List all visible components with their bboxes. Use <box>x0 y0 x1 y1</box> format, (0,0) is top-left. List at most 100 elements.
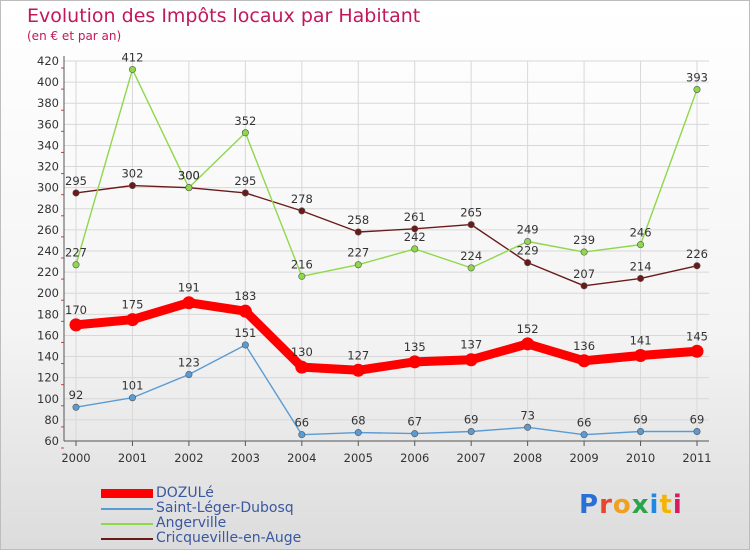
series-0-point-9 <box>580 282 588 290</box>
legend-item-2: Angerville <box>101 516 301 531</box>
x-tick-label-3: 2003 <box>231 451 260 465</box>
series-3-label-11: 145 <box>686 329 708 343</box>
x-tick-label-8: 2008 <box>513 451 542 465</box>
legend-label-1: Saint-Léger-Dubosq <box>156 500 294 516</box>
series-2-label-3: 151 <box>234 326 256 340</box>
y-tick-label-2: 100 <box>37 392 59 406</box>
series-3-point-6 <box>408 355 422 369</box>
series-0-point-8 <box>524 259 532 267</box>
x-tick-label-10: 2010 <box>626 451 655 465</box>
series-1-point-8 <box>524 238 532 246</box>
y-tick-label-13: 320 <box>37 160 59 174</box>
series-0-label-0: 295 <box>65 174 87 188</box>
series-3-point-11 <box>690 344 704 358</box>
series-3-label-2: 191 <box>178 281 200 295</box>
logo-letter-3: x <box>631 490 650 520</box>
legend-label-0: DOZULé <box>156 485 214 501</box>
series-1-point-7 <box>467 264 475 272</box>
series-2-point-6 <box>411 430 419 438</box>
series-1-line <box>75 68 698 278</box>
series-2-point-4 <box>298 431 306 439</box>
y-tick-label-15: 360 <box>37 117 59 131</box>
series-2-line <box>75 344 698 436</box>
x-tick-label-0: 2000 <box>61 451 90 465</box>
legend-swatch-3 <box>101 537 153 540</box>
x-tick-label-11: 2011 <box>682 451 711 465</box>
series-1-point-4 <box>298 272 306 280</box>
series-0-point-1 <box>128 182 136 190</box>
logo-letter-5: t <box>659 490 673 520</box>
chart-title: Evolution des Impôts locaux par Habitant <box>27 5 421 27</box>
series-1-label-6: 242 <box>404 230 426 244</box>
series-1-label-11: 393 <box>686 71 708 85</box>
y-tick-label-14: 340 <box>37 138 59 152</box>
series-0-point-5 <box>354 228 362 236</box>
series-3-point-10 <box>634 349 648 362</box>
series-3-label-7: 137 <box>460 338 482 352</box>
y-tick-label-1: 80 <box>44 413 59 427</box>
grid-lines <box>64 60 709 442</box>
logo-letter-6: i <box>672 490 683 520</box>
y-tick-label-11: 280 <box>37 202 59 216</box>
legend-swatch-1 <box>101 507 153 510</box>
series-1-point-10 <box>637 241 645 249</box>
series-3-point-4 <box>295 360 309 374</box>
series-1-label-5: 227 <box>347 246 369 260</box>
legend-item-0: DOZULé <box>101 486 301 501</box>
x-tick-label-1: 2001 <box>118 451 147 465</box>
series-0-label-3: 295 <box>234 174 256 188</box>
series-2-point-8 <box>524 423 532 431</box>
series-2-label-6: 67 <box>407 415 422 429</box>
series-3-point-3 <box>238 304 252 318</box>
data-labels: 295 302 300 295 278 258 261 265 229 207 214 226 227 4… <box>65 50 708 429</box>
axes: 60 80 100 120 140 160 180 200 220 240 260 280 300 320… <box>37 54 712 465</box>
series-0-label-8: 229 <box>517 244 539 258</box>
y-tick-label-18: 420 <box>37 54 59 68</box>
series-3-point-9 <box>577 354 591 368</box>
series-2-label-4: 66 <box>294 416 309 430</box>
series-2-point-5 <box>354 429 362 437</box>
series-0-label-10: 214 <box>630 259 652 273</box>
chart-subtitle: (en € et par an) <box>27 29 122 43</box>
series-3-label-6: 135 <box>404 340 426 354</box>
series-0-label-5: 258 <box>347 213 369 227</box>
legend-item-3: Cricqueville-en-Auge <box>101 531 301 546</box>
y-tick-label-8: 220 <box>37 265 59 279</box>
series-1-label-7: 224 <box>460 249 482 263</box>
series-0-point-7 <box>467 221 475 229</box>
series-0-point-6 <box>411 225 419 233</box>
series-0-line <box>75 184 698 287</box>
y-tick-label-9: 240 <box>37 244 59 258</box>
series-2-label-11: 69 <box>690 413 705 427</box>
y-tick-label-16: 380 <box>37 96 59 110</box>
series-0-label-11: 226 <box>686 247 708 261</box>
y-tick-label-5: 160 <box>37 328 59 342</box>
series-1-label-1: 412 <box>121 50 143 64</box>
series-2-point-2 <box>185 370 193 378</box>
series-2-point-3 <box>241 341 249 349</box>
y-tick-label-12: 300 <box>37 181 59 195</box>
series-3-label-8: 152 <box>517 322 539 336</box>
series-2-label-7: 69 <box>464 413 479 427</box>
logo-letter-4: i <box>649 490 660 520</box>
x-tick-label-4: 2004 <box>287 451 316 465</box>
y-tick-label-3: 120 <box>37 371 59 385</box>
x-tick-label-5: 2005 <box>344 451 373 465</box>
series-1-label-0: 227 <box>65 246 87 260</box>
series-1-point-6 <box>411 245 419 253</box>
series-1-label-9: 239 <box>573 233 595 247</box>
series-0-label-9: 207 <box>573 267 595 281</box>
series-3-point-7 <box>464 353 478 367</box>
series-1-label-10: 246 <box>630 226 652 240</box>
series-2-label-1: 101 <box>121 379 143 393</box>
series-1-point-5 <box>354 261 362 269</box>
series-3-label-0: 170 <box>65 303 87 317</box>
series-0-point-3 <box>241 189 249 197</box>
x-tick-label-2: 2002 <box>174 451 203 465</box>
series-2-label-5: 68 <box>351 414 366 428</box>
series-0-point-0 <box>72 189 80 197</box>
series-0-label-6: 261 <box>404 210 426 224</box>
proxiti-logo: Proxiti <box>579 490 683 520</box>
